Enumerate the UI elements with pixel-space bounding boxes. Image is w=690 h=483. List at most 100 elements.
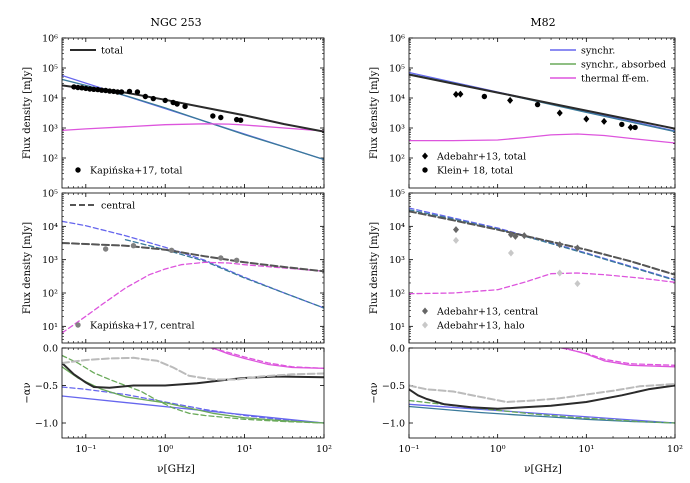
panel-frame: [61, 347, 325, 439]
y-tick-label: 10³: [389, 124, 405, 135]
series-line: [409, 73, 675, 130]
y-tick-label: 10³: [42, 255, 58, 266]
data-point-circle: [130, 242, 137, 249]
panel-frame: [61, 37, 325, 189]
series-line: [62, 261, 324, 334]
y-tick-label: −0.5: [35, 381, 58, 392]
plot-layer: 10² 10³ 10⁴ 10⁵ 10⁶ Flux density [mJy] total Ka…: [22, 34, 683, 456]
column-title-ngc253: NGC 253: [150, 16, 201, 29]
data-point-circle: [619, 121, 625, 128]
data-point-circle: [118, 89, 125, 95]
y-axis-label: −αν: [22, 382, 33, 403]
data-point-diamond: [556, 269, 563, 277]
legend-swatch-circle: [75, 167, 81, 173]
series-group: [409, 71, 675, 144]
data-point-circle: [134, 89, 141, 95]
data-point-diamond: [507, 96, 514, 104]
series-line: [212, 348, 324, 369]
y-tick-label: 0.0: [390, 344, 405, 355]
data-point-diamond: [452, 90, 459, 98]
data-point-circle: [71, 84, 77, 90]
x-tick-label: 10⁻¹: [75, 444, 96, 455]
series-line: [62, 354, 324, 424]
legend-swatch-circle: [422, 167, 428, 173]
data-point-circle: [126, 88, 133, 95]
y-tick-label: 10⁵: [42, 64, 58, 75]
data-point-circle: [87, 86, 93, 92]
series-line: [409, 209, 675, 281]
column-title-m82: M82: [530, 16, 555, 29]
series-group: [62, 348, 324, 424]
panel-frame: [408, 192, 676, 344]
data-point-circle: [150, 95, 157, 102]
data-point-diamond: [452, 226, 459, 234]
data-point-diamond: [512, 232, 519, 240]
y-tick-label: 10⁴: [42, 222, 58, 233]
panel-m82-central: 10¹ 10² 10³ 10⁴ 10⁵ Flux density [mJy] Adebahr…: [369, 189, 676, 344]
legend-swatch-circle: [75, 322, 81, 328]
y-tick-label: −1.0: [35, 419, 58, 430]
legend-label: Klein+ 18, total: [437, 166, 513, 177]
x-tick-label: 10²: [316, 444, 332, 455]
series-group: [409, 348, 675, 424]
series-group: [62, 220, 324, 334]
series-line: [409, 403, 675, 424]
legend-label: thermal ff-em.: [581, 74, 649, 85]
data-point-circle: [95, 86, 101, 93]
data-point-diamond: [507, 249, 514, 257]
data-point-diamond: [574, 244, 581, 252]
y-tick-label: 10⁵: [389, 189, 405, 200]
data-point-diamond: [521, 232, 528, 240]
y-tick-label: −0.5: [382, 381, 405, 392]
y-axis-label: −αν: [369, 382, 380, 403]
data-point-circle: [162, 97, 168, 104]
data-point-circle: [534, 101, 541, 108]
data-point-diamond: [507, 231, 514, 239]
y-tick-label: 10⁴: [389, 222, 405, 233]
y-tick-label: 10¹: [42, 322, 58, 333]
x-tick-label: 10¹: [237, 444, 253, 455]
x-tick-label: 10⁰: [490, 444, 506, 455]
data-point-circle: [481, 93, 488, 100]
data-point-circle: [174, 101, 180, 107]
legend-label: Adebahr+13, halo: [436, 321, 525, 332]
series-line: [409, 272, 675, 295]
legend-label: Adebahr+13, total: [436, 152, 526, 163]
legend-label: central: [101, 201, 135, 212]
data-point-circle: [102, 246, 109, 252]
y-tick-label: 10¹: [389, 322, 405, 333]
data-point-diamond: [556, 241, 563, 249]
series-group: [62, 74, 324, 161]
data-point-circle: [218, 114, 224, 121]
data-point-circle: [102, 87, 109, 94]
legend-swatch-diamond: [422, 152, 428, 160]
data-point-diamond: [583, 115, 590, 123]
panel-m82-total: 10² 10³ 10⁴ 10⁵ 10⁶ Flux density [mJy] synchr.…: [369, 34, 676, 189]
y-tick-label: 10²: [389, 289, 405, 300]
data-point-circle: [218, 255, 224, 261]
legend-label: Adebahr+13, central: [436, 307, 538, 318]
y-tick-label: 10⁶: [42, 34, 58, 45]
y-tick-label: 10⁶: [389, 34, 405, 45]
y-tick-label: 10³: [389, 255, 405, 266]
data-point-diamond: [601, 117, 608, 125]
data-point-circle: [110, 88, 117, 95]
y-axis-label: Flux density [mJy]: [369, 67, 380, 159]
series-line: [563, 348, 675, 368]
series-line: [62, 242, 324, 273]
x-tick-label: 10¹: [578, 444, 594, 455]
data-point-circle: [237, 117, 244, 123]
series-line: [409, 133, 675, 144]
series-line: [560, 348, 675, 366]
data-point-circle: [233, 257, 240, 264]
panel-ngc253-central: 10¹ 10² 10³ 10⁴ 10⁵ Flux density [mJy] central…: [22, 189, 325, 344]
series-line: [409, 405, 675, 424]
panel-ngc253-alpha: 10⁻¹ 10⁰ 10¹ 10² 0.0 −0.5 −1.0 −αν: [22, 344, 332, 456]
x-tick-label: 10⁰: [157, 444, 173, 455]
series-line: [409, 210, 675, 276]
y-axis-label: Flux density [mJy]: [22, 67, 33, 159]
panel-m82-alpha: 10⁻¹ 10⁰ 10¹ 10² 0.0 −0.5 −1.0 −αν: [369, 344, 683, 456]
data-point-circle: [114, 89, 121, 95]
legend-swatch-diamond: [422, 321, 428, 329]
data-point-circle: [75, 84, 81, 91]
